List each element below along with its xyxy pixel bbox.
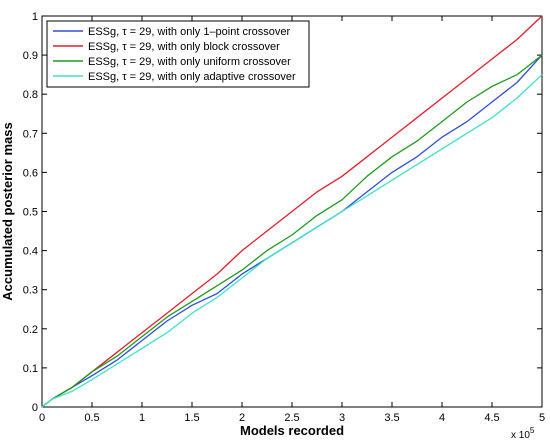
y-tick-label: 0.4 <box>23 246 38 258</box>
y-tick-label: 0.9 <box>23 50 38 62</box>
legend-label-3: ESSg, τ = 29, with only uniform crossove… <box>88 56 291 68</box>
y-tick-label: 0.6 <box>23 167 38 179</box>
legend: ESSg, τ = 29, with only 1–point crossove… <box>46 20 310 88</box>
series-layer <box>41 15 543 408</box>
series-line-3 <box>41 54 543 408</box>
x-tick-label: 1.5 <box>184 412 199 424</box>
legend-label-2: ESSg, τ = 29, with only block crossover <box>88 41 280 53</box>
series-line-2 <box>41 15 543 408</box>
y-tick-label: 0 <box>32 402 38 414</box>
y-tick-label: 1 <box>32 11 38 23</box>
legend-box <box>46 20 310 88</box>
y-tick-label: 0.2 <box>23 324 38 336</box>
x-axis-multiplier-exponent: 5 <box>530 426 535 435</box>
x-tick-label: 4 <box>439 412 445 424</box>
series-line-4 <box>41 74 543 408</box>
x-tick-label: 1 <box>139 412 145 424</box>
series-line-1 <box>41 54 543 408</box>
y-tick-label: 0.5 <box>23 207 38 219</box>
y-tick-label: 0.3 <box>23 285 38 297</box>
legend-label-4: ESSg, τ = 29, with only adaptive crossov… <box>88 71 296 83</box>
x-tick-label: 0.5 <box>84 412 99 424</box>
x-axis-multiplier: x 105 <box>511 426 535 441</box>
x-axis-multiplier-base: x 10 <box>511 430 530 441</box>
axes: 0 0.5 1 1.5 2 2.5 3 3.5 4 4.5 5 0 0.1 0.2 0.3 0.4 0.5 0.6… <box>23 11 545 424</box>
x-tick-label: 2.5 <box>284 412 299 424</box>
y-tick-label: 0.7 <box>23 128 38 140</box>
legend-label-1: ESSg, τ = 29, with only 1–point crossove… <box>88 26 290 38</box>
y-tick-label: 0.1 <box>23 363 38 375</box>
y-axis-title: Accumulated posterior mass <box>0 122 15 300</box>
x-tick-label: 5 <box>539 412 545 424</box>
y-tick-label: 0.8 <box>23 89 38 101</box>
x-tick-label: 3.5 <box>384 412 399 424</box>
x-tick-label: 0 <box>39 412 45 424</box>
x-tick-label: 3 <box>339 412 345 424</box>
x-tick-label: 2 <box>239 412 245 424</box>
x-tick-label: 4.5 <box>484 412 499 424</box>
x-axis-title: Models recorded <box>240 423 344 438</box>
